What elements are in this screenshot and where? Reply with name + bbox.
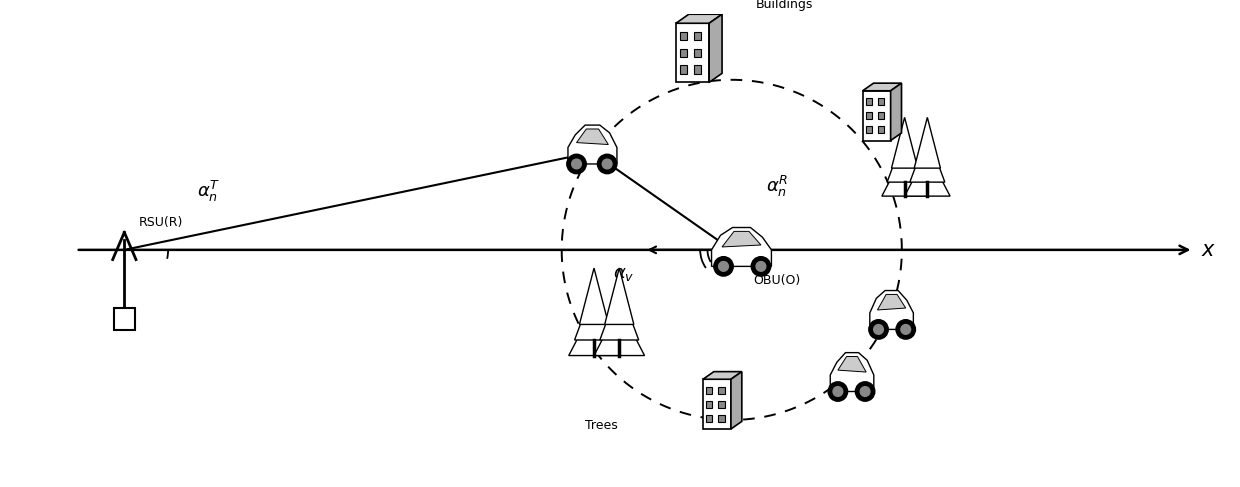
Circle shape xyxy=(869,319,888,339)
Bar xyxy=(707,387,713,393)
Bar xyxy=(680,49,687,57)
Text: Buildings: Buildings xyxy=(755,0,813,11)
Circle shape xyxy=(714,257,733,276)
Circle shape xyxy=(751,257,771,276)
Polygon shape xyxy=(914,117,940,168)
Bar xyxy=(866,126,872,133)
Text: $x$: $x$ xyxy=(1202,240,1216,260)
Text: OBU(O): OBU(O) xyxy=(753,274,800,287)
Circle shape xyxy=(603,159,613,169)
Polygon shape xyxy=(838,356,867,372)
Polygon shape xyxy=(730,372,742,429)
Circle shape xyxy=(897,319,915,339)
Polygon shape xyxy=(905,152,950,196)
Polygon shape xyxy=(892,117,918,168)
Bar xyxy=(718,401,724,408)
Polygon shape xyxy=(863,91,890,141)
Polygon shape xyxy=(676,14,722,23)
Polygon shape xyxy=(722,231,761,247)
Polygon shape xyxy=(712,227,771,266)
Circle shape xyxy=(756,262,766,271)
Polygon shape xyxy=(703,379,730,429)
Text: $\alpha_n^R$: $\alpha_n^R$ xyxy=(766,174,789,199)
Circle shape xyxy=(719,262,728,271)
Text: $\alpha_n^T$: $\alpha_n^T$ xyxy=(197,179,221,204)
Circle shape xyxy=(567,154,587,174)
Bar xyxy=(694,32,702,40)
Polygon shape xyxy=(863,83,901,91)
Polygon shape xyxy=(577,129,609,145)
Bar xyxy=(707,414,713,422)
Polygon shape xyxy=(882,152,928,196)
Circle shape xyxy=(856,382,874,401)
Circle shape xyxy=(833,387,843,396)
Circle shape xyxy=(901,324,910,334)
Bar xyxy=(878,112,884,119)
Polygon shape xyxy=(869,291,914,329)
Polygon shape xyxy=(676,23,709,82)
Polygon shape xyxy=(910,135,945,182)
Bar xyxy=(114,308,135,330)
Bar xyxy=(718,387,724,393)
Polygon shape xyxy=(890,83,901,141)
Polygon shape xyxy=(568,125,618,164)
Polygon shape xyxy=(579,268,609,324)
Circle shape xyxy=(572,159,582,169)
Circle shape xyxy=(828,382,848,401)
Polygon shape xyxy=(605,268,634,324)
Bar xyxy=(866,112,872,119)
Polygon shape xyxy=(887,135,923,182)
Text: $\alpha_v$: $\alpha_v$ xyxy=(613,265,635,283)
Polygon shape xyxy=(600,287,639,340)
Text: Trees: Trees xyxy=(585,419,619,431)
Polygon shape xyxy=(831,353,874,392)
Bar xyxy=(718,414,724,422)
Bar xyxy=(878,126,884,133)
Polygon shape xyxy=(569,307,619,356)
Polygon shape xyxy=(574,287,614,340)
Polygon shape xyxy=(594,307,645,356)
Bar xyxy=(694,65,702,74)
Circle shape xyxy=(874,324,883,334)
Circle shape xyxy=(861,387,870,396)
Text: RSU(R): RSU(R) xyxy=(139,216,184,229)
Bar xyxy=(694,49,702,57)
Circle shape xyxy=(598,154,616,174)
Bar xyxy=(680,32,687,40)
Polygon shape xyxy=(709,14,722,82)
Bar xyxy=(878,98,884,105)
Polygon shape xyxy=(878,295,905,310)
Polygon shape xyxy=(703,372,742,379)
Bar xyxy=(866,98,872,105)
Bar xyxy=(707,401,713,408)
Bar xyxy=(680,65,687,74)
